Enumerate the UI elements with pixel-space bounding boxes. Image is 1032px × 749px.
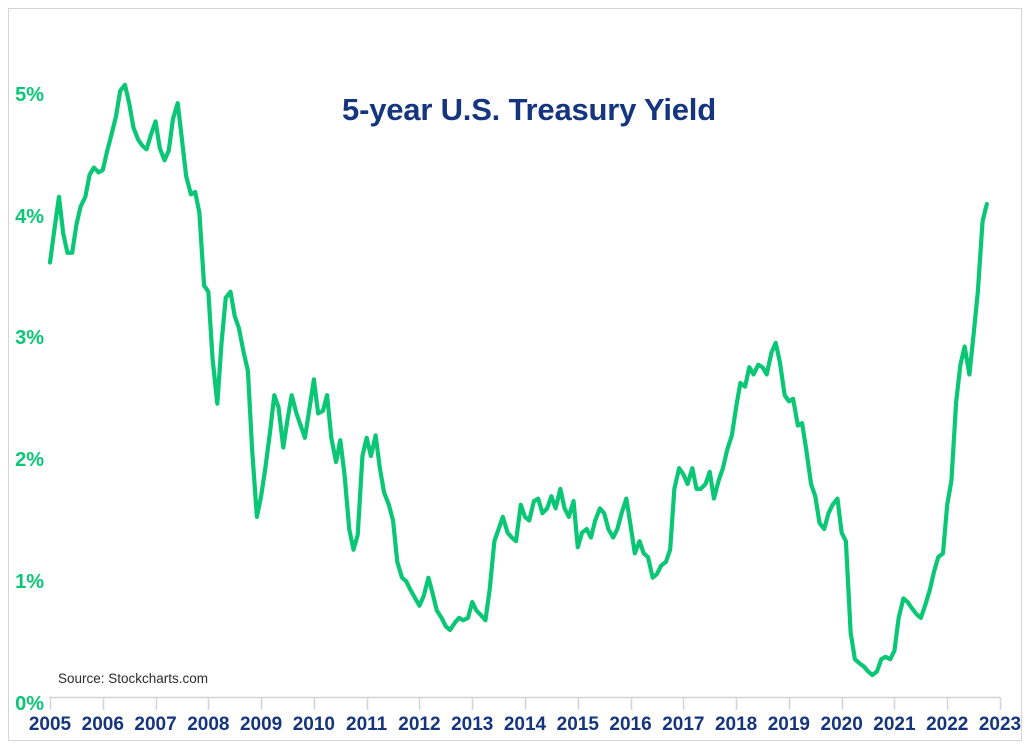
- x-axis: [49, 696, 1002, 710]
- y-axis-label-5pct: 5%: [15, 84, 44, 106]
- x-axis-label-2010: 2010: [292, 714, 336, 735]
- x-axis-label-2020: 2020: [820, 714, 863, 735]
- x-axis-label-2017: 2017: [662, 714, 705, 735]
- x-axis-label-2018: 2018: [714, 714, 758, 735]
- x-axis-label-2008: 2008: [187, 714, 230, 735]
- x-axis-label-2009: 2009: [239, 714, 283, 735]
- x-axis-label-2006: 2006: [81, 714, 124, 735]
- x-axis-label-2023: 2023: [978, 714, 1022, 735]
- y-axis-label-4pct: 4%: [15, 205, 44, 228]
- y-axis-label-2pct: 2%: [15, 449, 44, 472]
- x-axis-label-2016: 2016: [609, 714, 652, 735]
- y-axis-label-1pct: 1%: [15, 570, 44, 593]
- x-axis-label-2012: 2012: [398, 714, 441, 735]
- x-axis-label-2014: 2014: [503, 714, 547, 735]
- chart-title: 5-year U.S. Treasury Yield: [342, 92, 716, 127]
- series-line-5y-treasury-yield: [47, 82, 989, 678]
- x-axis-label-2015: 2015: [556, 714, 599, 735]
- x-axis-label-2007: 2007: [134, 714, 177, 735]
- y-axis-label-3pct: 3%: [15, 327, 44, 350]
- x-axis-label-2019: 2019: [767, 714, 811, 735]
- x-axis-label-2022: 2022: [926, 714, 969, 735]
- data-series-group: [47, 82, 989, 678]
- source-note: Source: Stockcharts.com: [58, 671, 209, 686]
- y-axis-label-0pct: 0%: [15, 692, 44, 715]
- x-axis-label-2013: 2013: [451, 714, 494, 735]
- x-axis-label-2005: 2005: [28, 714, 72, 735]
- x-axis-label-2021: 2021: [873, 714, 916, 735]
- x-axis-label-2011: 2011: [346, 714, 388, 735]
